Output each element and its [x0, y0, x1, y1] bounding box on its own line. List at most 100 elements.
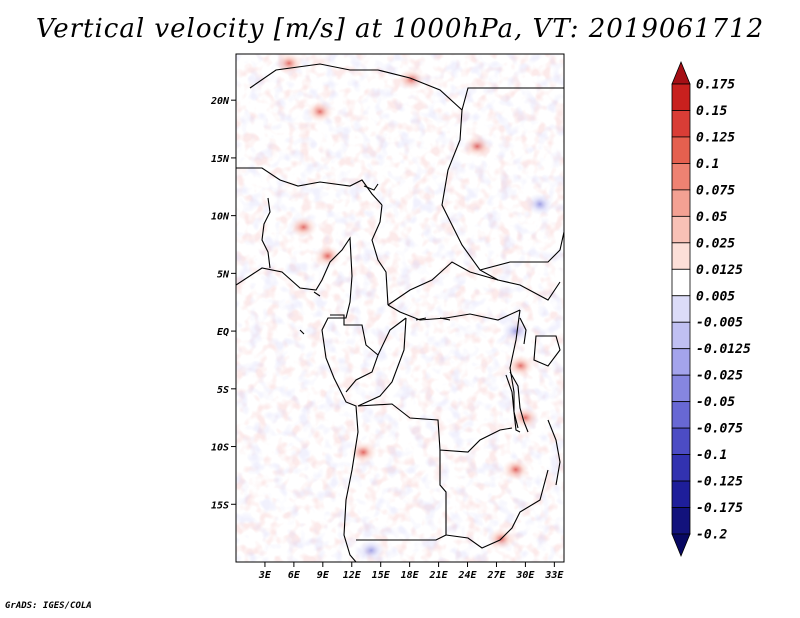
boundaries — [236, 63, 564, 562]
border-congo-drc — [357, 317, 407, 407]
lake-tanganyika — [505, 371, 529, 433]
colorbar-label: 0.0125 — [696, 263, 743, 278]
colorbar-label: 0.1 — [696, 157, 719, 172]
lake-victoria — [533, 335, 561, 367]
colorbar-swatch — [671, 268, 691, 297]
lake-malawi — [547, 419, 561, 486]
lat-tick-label: EQ — [217, 327, 229, 338]
colorbar-swatch — [671, 374, 691, 403]
colorbar-swatch — [671, 83, 691, 111]
colorbar-label: -0.075 — [696, 422, 743, 437]
colorbar-label: -0.0125 — [696, 342, 751, 357]
border-zambia — [445, 469, 549, 549]
colorbar-label: -0.125 — [696, 475, 743, 490]
river-niger — [261, 197, 271, 269]
colorbar-label: 0.05 — [696, 210, 727, 225]
colorbar-swatch — [671, 60, 691, 85]
border-angola-zambia — [356, 450, 447, 541]
lat-tick-label: 5S — [217, 385, 229, 396]
velocity-field — [236, 54, 564, 562]
lat-tick-label: 15S — [211, 500, 229, 511]
chart-title: Vertical velocity [m/s] at 1000hPa, VT: … — [35, 14, 765, 44]
colorbar-swatch — [671, 242, 691, 270]
border-chad-libya — [461, 87, 564, 111]
colorbar-label: -0.025 — [696, 369, 743, 384]
field-hotspot — [501, 458, 530, 481]
colorbar-swatch — [671, 189, 691, 217]
colorbar-label: -0.1 — [696, 448, 727, 463]
map-panel — [235, 53, 565, 563]
border-sahel — [236, 167, 383, 206]
lat-tick-label: 5N — [217, 269, 230, 280]
field-hotspot — [506, 354, 535, 377]
lon-tick-label: 24E — [457, 570, 477, 581]
field-hotspot — [397, 68, 426, 91]
colorbar-swatch — [671, 454, 691, 482]
lon-tick-label: 12E — [343, 570, 362, 581]
colorbar-label: 0.175 — [696, 78, 735, 93]
colorbar-label: -0.2 — [696, 528, 727, 543]
colorbar-swatch — [671, 427, 691, 455]
longitude-axis: 3E 6E 9E 12E 15E 18E 21E 24E 27E 30E 33E — [258, 562, 564, 581]
colorbar-swatch — [671, 533, 691, 558]
border-drc-north — [387, 304, 521, 321]
colorbar-label: 0.125 — [696, 130, 735, 145]
colorbar-swatch — [671, 401, 691, 429]
lon-tick-label: 15E — [372, 570, 391, 581]
colorbar-label: -0.005 — [696, 316, 743, 331]
lon-tick-label: 6E — [288, 570, 301, 581]
border-niger-algeria — [249, 63, 463, 111]
grads-credit: GrADS: IGES/COLA — [5, 601, 92, 611]
colorbar-label: 0.075 — [696, 183, 735, 198]
lon-tick-label: 21E — [429, 570, 449, 581]
lon-tick-label: 27E — [486, 570, 506, 581]
colorbar-swatch — [671, 507, 691, 535]
colorbar-swatch — [671, 348, 691, 376]
lat-tick-label: 10S — [211, 443, 229, 454]
colorbar-label: 0.15 — [696, 104, 727, 119]
colorbar-label: 0.005 — [696, 289, 735, 304]
lon-tick-label: 18E — [401, 570, 420, 581]
coastline-west-africa — [236, 236, 359, 562]
latitude-axis: 20N 15N 10N 5N EQ 5S 10S 15S — [210, 96, 236, 511]
colorbar-swatch — [671, 110, 691, 138]
border-chad-nigeria — [371, 204, 389, 306]
lat-tick-label: 10N — [211, 212, 230, 223]
lon-tick-label: 3E — [258, 570, 272, 581]
border-sudan-south — [479, 231, 564, 271]
colorbar-swatch — [671, 480, 691, 508]
border-east-drc — [509, 309, 521, 433]
colorbar-label: -0.175 — [696, 501, 743, 516]
lat-tick-label: 15N — [211, 154, 230, 165]
colorbar-swatch — [671, 321, 691, 350]
colorbar-swatch — [671, 163, 691, 191]
colorbar: 0.175 0.15 0.125 0.1 0.075 0.05 0.025 0.0125 0.0… — [671, 60, 751, 558]
colorbar-label: -0.05 — [696, 395, 735, 410]
field-hotspot — [357, 539, 386, 562]
lon-tick-label: 33E — [544, 570, 564, 581]
colorbar-swatch — [671, 295, 691, 323]
lake-chad — [363, 183, 379, 191]
field-hotspot — [305, 100, 334, 123]
colorbar-swatch — [671, 136, 691, 164]
field-texture-negative — [236, 54, 564, 562]
field-hotspot — [289, 216, 318, 239]
border-gabon-congo — [330, 314, 379, 393]
lake-albert — [519, 317, 527, 345]
field-hotspot — [511, 406, 540, 429]
field-hotspot — [313, 245, 342, 268]
field-hotspot — [525, 193, 554, 216]
colorbar-label: 0.025 — [696, 236, 735, 251]
field-hotspot — [501, 320, 530, 343]
lat-tick-label: 20N — [210, 96, 230, 107]
colorbar-swatch — [671, 215, 691, 244]
field-hotspot — [275, 54, 304, 75]
field-hotspot — [349, 441, 378, 464]
border-car — [387, 261, 561, 306]
map-frame — [235, 53, 565, 563]
border-chad-sudan — [441, 109, 499, 281]
field-hotspot — [463, 135, 492, 158]
lon-tick-label: 9E — [317, 570, 330, 581]
islands-gulf — [299, 291, 451, 335]
